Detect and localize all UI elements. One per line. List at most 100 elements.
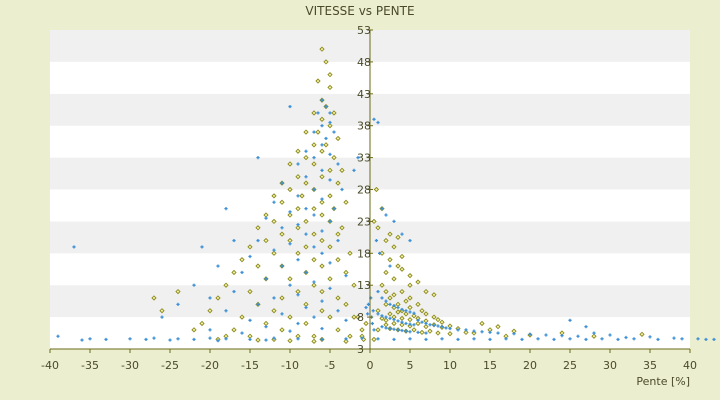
data-point <box>295 225 301 231</box>
data-point <box>279 199 285 205</box>
x-tick-label: 40 <box>683 359 697 372</box>
data-point <box>656 337 660 342</box>
data-point <box>384 299 388 303</box>
data-point <box>271 193 277 199</box>
data-point <box>380 296 384 300</box>
data-point <box>311 161 317 167</box>
data-point <box>215 295 221 301</box>
data-point <box>320 168 324 172</box>
data-point <box>208 328 212 332</box>
data-point <box>175 288 181 295</box>
data-point <box>512 332 516 336</box>
data-point <box>488 337 492 342</box>
data-point <box>584 337 588 342</box>
data-point <box>388 264 392 268</box>
data-point <box>279 295 285 301</box>
data-point <box>387 295 393 301</box>
data-point <box>295 250 301 256</box>
data-point <box>304 207 308 211</box>
data-point <box>407 282 413 288</box>
data-point <box>255 337 261 343</box>
data-point <box>383 237 389 244</box>
data-point <box>332 207 336 211</box>
x-tick-label: -20 <box>201 359 219 372</box>
data-point <box>319 148 325 154</box>
data-point <box>280 264 284 268</box>
data-point <box>376 312 380 316</box>
data-point <box>315 78 321 84</box>
data-point <box>399 322 405 328</box>
data-point <box>544 333 548 337</box>
data-point <box>272 336 276 340</box>
data-point <box>404 329 408 333</box>
data-point <box>408 337 412 341</box>
data-point <box>343 199 349 205</box>
data-point <box>424 321 428 326</box>
data-point <box>363 320 369 327</box>
data-point <box>320 299 324 303</box>
data-point <box>403 298 409 304</box>
data-point <box>404 321 408 326</box>
data-point <box>396 319 400 323</box>
data-point <box>311 333 317 339</box>
data-point <box>552 337 556 342</box>
data-point <box>384 326 388 330</box>
data-point <box>256 302 260 306</box>
data-point <box>383 269 389 276</box>
data-point <box>328 286 332 290</box>
x-tick-label: -35 <box>81 359 99 372</box>
data-point <box>560 334 564 338</box>
data-point <box>312 156 316 160</box>
data-point <box>248 337 252 342</box>
data-point <box>304 175 308 179</box>
data-point <box>412 311 416 315</box>
data-point <box>320 197 324 201</box>
data-point <box>371 218 377 225</box>
data-point <box>391 320 397 327</box>
data-point <box>355 314 361 320</box>
data-point <box>411 313 417 319</box>
data-point <box>304 305 308 310</box>
data-point <box>391 292 397 298</box>
data-point <box>378 251 382 255</box>
data-point <box>320 124 324 128</box>
data-point <box>287 338 293 344</box>
data-point <box>335 327 341 333</box>
data-point <box>287 161 293 167</box>
data-point <box>379 315 385 322</box>
data-point <box>391 304 397 311</box>
data-point <box>399 288 405 295</box>
data-point <box>323 59 329 65</box>
data-point <box>372 328 376 332</box>
data-point <box>324 136 328 141</box>
data-point <box>288 329 292 333</box>
data-point <box>395 309 401 315</box>
data-point <box>208 296 212 300</box>
data-point <box>288 210 292 214</box>
data-point <box>380 325 384 329</box>
data-point <box>624 335 628 340</box>
data-point <box>568 318 572 322</box>
data-point <box>232 289 236 294</box>
data-point <box>447 331 453 337</box>
data-point <box>400 328 404 333</box>
data-point <box>256 238 260 243</box>
data-point <box>320 251 324 255</box>
data-point <box>680 337 684 341</box>
data-point <box>384 315 388 319</box>
data-point <box>159 308 165 314</box>
data-point <box>224 207 228 211</box>
data-point <box>440 325 444 329</box>
y-tick-label: 43 <box>357 88 371 101</box>
x-axis-title: Pente [%] <box>636 375 690 388</box>
data-point <box>388 302 392 306</box>
data-point <box>303 218 309 225</box>
data-point <box>408 310 412 314</box>
data-point <box>383 301 389 307</box>
data-point <box>632 337 636 341</box>
data-point <box>304 270 308 275</box>
data-point <box>335 180 341 186</box>
data-point <box>224 309 228 313</box>
data-point <box>375 327 381 333</box>
